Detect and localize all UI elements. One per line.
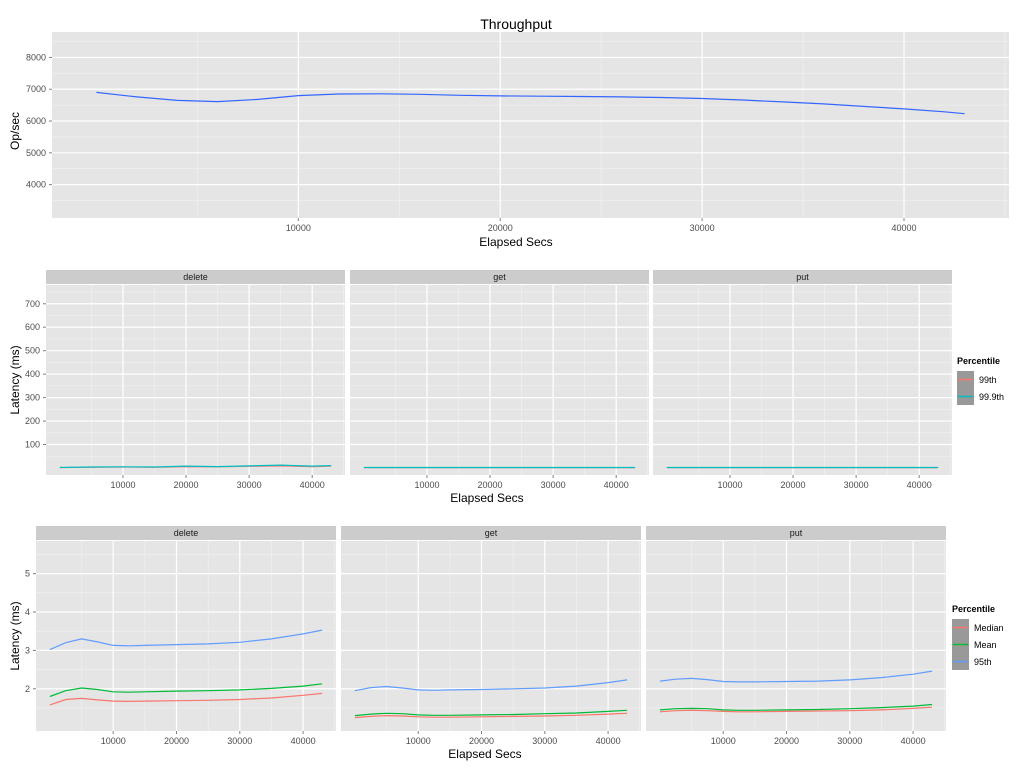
- x-tick-label: 20000: [488, 223, 513, 233]
- y-tick-label: 4000: [26, 180, 46, 190]
- x-tick-label: 10000: [711, 736, 736, 746]
- y-tick-label: 4: [25, 607, 30, 617]
- series-line-95th: [659, 670, 933, 683]
- x-tick-label: 40000: [291, 736, 316, 746]
- y-tick-label: 6000: [26, 116, 46, 126]
- x-tick-label: 40000: [604, 480, 629, 490]
- series-line-throughput: [96, 91, 965, 115]
- x-tick-label: 40000: [901, 736, 926, 746]
- y-tick-label: 100: [25, 440, 40, 450]
- panel-background: [52, 32, 1009, 218]
- series-line-mean: [659, 703, 933, 711]
- x-tick-label: 30000: [237, 480, 262, 490]
- chart-title: Throughput: [480, 16, 552, 32]
- series-line-99-9th: [59, 464, 332, 469]
- x-tick-label: 40000: [596, 736, 621, 746]
- facet-strip: [350, 270, 649, 284]
- series-line-95th: [49, 629, 323, 651]
- x-tick-label: 10000: [286, 223, 311, 233]
- panel-background: [341, 541, 641, 731]
- facet-strip: [46, 270, 345, 284]
- facet-strip: [36, 526, 336, 540]
- x-tick-label: 20000: [781, 480, 806, 490]
- legend-label: 99.9th: [979, 392, 1004, 402]
- x-tick-label: 30000: [227, 736, 252, 746]
- y-tick-label: 8000: [26, 52, 46, 62]
- x-tick-label: 10000: [406, 736, 431, 746]
- x-tick-label: 40000: [907, 480, 932, 490]
- x-tick-label: 40000: [300, 480, 325, 490]
- x-tick-label: 30000: [837, 736, 862, 746]
- series-line-median: [659, 706, 933, 713]
- y-tick-label: 600: [25, 322, 40, 332]
- x-tick-label: 10000: [414, 480, 439, 490]
- y-tick-label: 5000: [26, 148, 46, 158]
- legend-label: 99th: [979, 375, 997, 385]
- panel-background: [653, 285, 952, 475]
- facet-strip: [653, 270, 952, 284]
- y-tick-label: 300: [25, 393, 40, 403]
- facet-strip-label: get: [493, 272, 506, 282]
- legend-label: Median: [974, 623, 1004, 633]
- series-line-median: [354, 712, 628, 719]
- series-line-mean: [49, 683, 323, 698]
- legend-label: Mean: [974, 640, 997, 650]
- series-line-mean: [354, 709, 628, 717]
- y-tick-label: 700: [25, 299, 40, 309]
- x-tick-label: 20000: [469, 736, 494, 746]
- x-axis-title: Elapsed Secs: [450, 491, 523, 505]
- x-axis-title: Elapsed Secs: [448, 747, 521, 761]
- panel-background: [46, 285, 345, 475]
- x-axis-title: Elapsed Secs: [479, 235, 552, 249]
- x-tick-label: 20000: [478, 480, 503, 490]
- x-tick-label: 20000: [164, 736, 189, 746]
- x-tick-label: 40000: [891, 223, 916, 233]
- y-tick-label: 500: [25, 346, 40, 356]
- y-axis-title: Op/sec: [8, 112, 22, 150]
- y-tick-label: 2: [25, 684, 30, 694]
- facet-strip-label: delete: [174, 528, 199, 538]
- facet-strip-label: put: [790, 528, 803, 538]
- panel-background: [350, 285, 649, 475]
- series-line-median: [49, 692, 323, 706]
- legend-title: Percentile: [957, 356, 1000, 366]
- y-tick-label: 400: [25, 369, 40, 379]
- x-tick-label: 10000: [717, 480, 742, 490]
- facet-strip-label: get: [485, 528, 498, 538]
- y-tick-label: 7000: [26, 84, 46, 94]
- legend-title: Percentile: [952, 604, 995, 614]
- x-tick-label: 20000: [174, 480, 199, 490]
- y-tick-label: 200: [25, 416, 40, 426]
- y-tick-label: 3: [25, 645, 30, 655]
- facet-strip: [341, 526, 641, 540]
- x-tick-label: 30000: [541, 480, 566, 490]
- x-tick-label: 20000: [774, 736, 799, 746]
- series-line-95th: [354, 679, 628, 692]
- x-tick-label: 10000: [101, 736, 126, 746]
- legend-label: 95th: [974, 657, 992, 667]
- x-tick-label: 30000: [844, 480, 869, 490]
- facet-strip-label: delete: [183, 272, 208, 282]
- x-tick-label: 30000: [532, 736, 557, 746]
- x-tick-label: 10000: [110, 480, 135, 490]
- y-axis-title: Latency (ms): [8, 345, 22, 414]
- facet-strip-label: put: [796, 272, 809, 282]
- panel-background: [646, 541, 946, 731]
- facet-strip: [646, 526, 946, 540]
- y-tick-label: 5: [25, 569, 30, 579]
- y-axis-title: Latency (ms): [8, 601, 22, 670]
- x-tick-label: 30000: [690, 223, 715, 233]
